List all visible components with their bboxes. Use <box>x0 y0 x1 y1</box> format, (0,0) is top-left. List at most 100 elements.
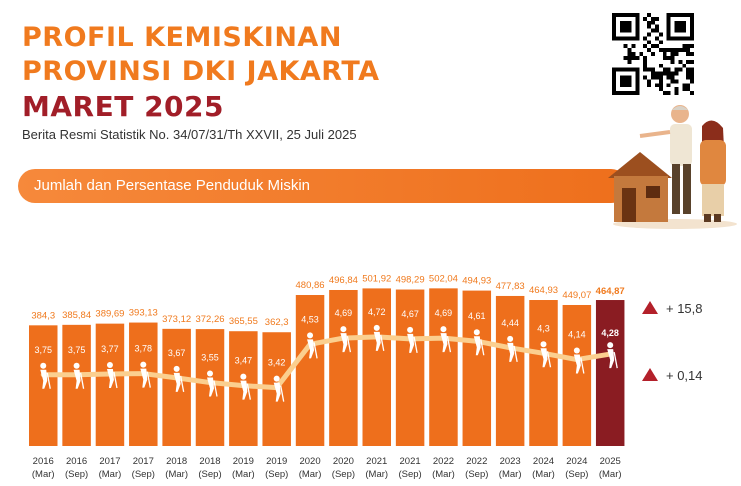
elderly-person-icon <box>507 335 518 362</box>
elderly-person-icon <box>40 362 51 389</box>
percentage-label: 4,3 <box>537 323 550 333</box>
population-label: 362,3 <box>265 317 289 328</box>
percentage-label: 3,67 <box>168 348 186 358</box>
elderly-person-icon <box>407 326 418 353</box>
population-bar <box>429 288 458 446</box>
triangle-up-icon <box>642 301 658 314</box>
percentage-label: 4,53 <box>301 314 319 324</box>
elderly-person-icon <box>207 370 218 397</box>
population-label: 464,93 <box>529 285 558 296</box>
year-tick-label: 2020 <box>333 456 354 467</box>
percentage-label: 3,77 <box>101 344 119 354</box>
year-tick-label: 2025 <box>600 456 621 467</box>
percentage-label: 3,42 <box>268 358 286 368</box>
season-tick-label: (Mar) <box>165 469 188 480</box>
elderly-person-icon <box>240 373 251 400</box>
percentage-label: 4,69 <box>435 308 453 318</box>
year-tick-label: 2016 <box>33 456 54 467</box>
elderly-person-icon <box>173 365 185 392</box>
title-line-1: PROFIL KEMISKINAN <box>22 22 342 53</box>
population-label: 373,12 <box>162 314 191 325</box>
population-bar <box>462 290 492 446</box>
population-label: 384,3 <box>31 310 55 321</box>
population-label: 464,87 <box>596 286 625 297</box>
season-tick-label: (Mar) <box>99 469 122 480</box>
population-bar <box>395 289 425 446</box>
population-label: 365,55 <box>229 316 258 327</box>
season-tick-label: (Mar) <box>532 469 555 480</box>
population-bar <box>329 289 358 446</box>
elderly-person-icon <box>307 332 318 359</box>
elderly-person-icon <box>340 326 352 353</box>
year-tick-label: 2022 <box>466 456 487 467</box>
population-bar <box>595 300 625 446</box>
percentage-label: 4,67 <box>401 309 419 319</box>
percentage-label: 4,72 <box>368 307 386 317</box>
season-tick-label: (Sep) <box>398 469 421 480</box>
percentage-label: 4,14 <box>568 330 586 340</box>
elderly-person-icon <box>106 361 118 389</box>
percentage-label: 3,55 <box>201 353 219 363</box>
elderly-person-icon <box>140 361 151 388</box>
year-tick-label: 2021 <box>366 456 387 467</box>
population-label: 501,92 <box>362 273 391 284</box>
year-tick-label: 2016 <box>66 456 87 467</box>
year-tick-label: 2017 <box>99 456 120 467</box>
population-bar <box>562 304 592 446</box>
year-tick-label: 2019 <box>233 456 254 467</box>
banner-text: Jumlah dan Persentase Penduduk Miskin <box>34 177 310 194</box>
population-label: 480,86 <box>296 280 325 291</box>
percentage-label: 3,75 <box>34 345 52 355</box>
season-tick-label: (Sep) <box>565 469 588 480</box>
section-banner: Jumlah dan Persentase Penduduk Miskin <box>18 169 628 203</box>
year-tick-label: 2019 <box>266 456 287 467</box>
percentage-label: 3,75 <box>68 345 86 355</box>
elderly-person-icon <box>273 375 285 402</box>
year-tick-label: 2018 <box>166 456 187 467</box>
season-tick-label: (Sep) <box>465 469 488 480</box>
population-label: 502,04 <box>429 273 458 284</box>
year-tick-label: 2018 <box>199 456 220 467</box>
season-tick-label: (Mar) <box>599 469 622 480</box>
elderly-person-icon <box>373 324 385 352</box>
change-label: + 15,8 <box>666 301 703 316</box>
percentage-trend-line <box>40 334 613 391</box>
population-label: 393,13 <box>129 308 158 319</box>
population-label: 498,29 <box>396 275 425 286</box>
elderly-person-icon <box>473 329 485 356</box>
season-tick-label: (Mar) <box>499 469 522 480</box>
percentage-label: 4,69 <box>335 308 353 318</box>
population-bar <box>529 300 558 446</box>
season-tick-label: (Sep) <box>198 469 221 480</box>
year-tick-label: 2024 <box>566 456 587 467</box>
population-label: 477,83 <box>496 281 525 292</box>
population-label: 389,69 <box>95 309 124 320</box>
season-tick-label: (Sep) <box>132 469 155 480</box>
season-tick-label: (Sep) <box>332 469 355 480</box>
population-bar <box>295 295 325 446</box>
population-bar <box>495 295 525 446</box>
season-tick-label: (Mar) <box>32 469 55 480</box>
population-label: 385,84 <box>62 310 91 321</box>
percentage-label: 3,78 <box>135 344 153 354</box>
year-tick-label: 2020 <box>299 456 320 467</box>
elderly-person-icon <box>573 347 585 374</box>
elderly-person-icon <box>73 362 85 389</box>
year-tick-label: 2024 <box>533 456 554 467</box>
population-label: 449,07 <box>562 290 591 301</box>
year-tick-label: 2021 <box>400 456 421 467</box>
qr-code-icon[interactable] <box>612 13 694 95</box>
percentage-label: 4,28 <box>601 328 619 338</box>
season-tick-label: (Mar) <box>299 469 322 480</box>
season-tick-label: (Mar) <box>365 469 388 480</box>
release-subtitle: Berita Resmi Statistik No. 34/07/31/Th X… <box>22 127 357 142</box>
elderly-person-icon <box>540 341 552 368</box>
percentage-label: 3,47 <box>235 356 253 366</box>
population-label: 372,26 <box>195 314 224 325</box>
season-tick-label: (Mar) <box>232 469 255 480</box>
house-illustration <box>608 105 737 229</box>
season-tick-label: (Sep) <box>265 469 288 480</box>
year-tick-label: 2022 <box>433 456 454 467</box>
title-line-3: MARET 2025 <box>22 90 224 123</box>
year-tick-label: 2023 <box>500 456 521 467</box>
